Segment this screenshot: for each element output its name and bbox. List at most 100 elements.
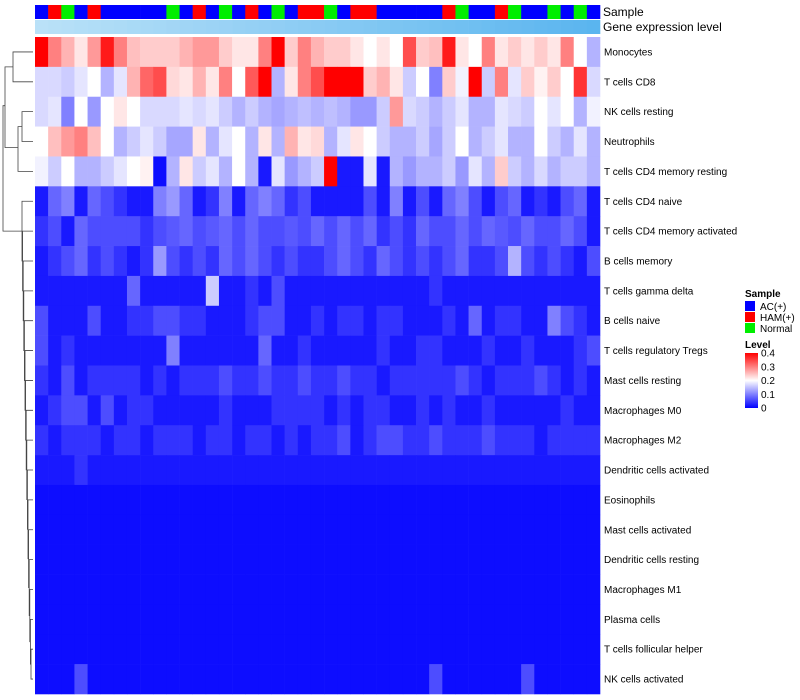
heatmap-cell — [468, 634, 483, 665]
heatmap-cell — [271, 484, 285, 516]
heatmap-cell — [218, 37, 233, 68]
heatmap-cell — [166, 186, 180, 217]
heatmap-cell — [363, 216, 377, 247]
heatmap-cell — [48, 455, 62, 486]
heatmap-cell — [35, 395, 49, 426]
level-tick-label: 0.1 — [761, 390, 775, 401]
heatmap-cell — [218, 305, 233, 336]
expression-cell — [376, 20, 391, 34]
heatmap-cell — [389, 365, 404, 396]
heatmap-cell — [416, 305, 430, 336]
heatmap-cell — [284, 96, 299, 127]
heatmap-cell — [494, 634, 509, 665]
heatmap-cell — [271, 395, 285, 426]
heatmap-cell — [113, 305, 128, 336]
heatmap-cell — [442, 126, 456, 157]
heatmap-cell — [113, 275, 128, 307]
heatmap-cell — [35, 186, 49, 217]
heatmap-cell — [258, 484, 272, 516]
heatmap-cell — [205, 514, 220, 545]
heatmap-cell — [48, 395, 62, 426]
heatmap-cell — [586, 574, 601, 605]
sample-cell — [179, 5, 193, 19]
heatmap-cell — [35, 335, 49, 366]
heatmap-cell — [100, 604, 115, 635]
sample-cell — [586, 5, 601, 19]
heatmap-cell — [521, 335, 535, 366]
heatmap-cell — [232, 574, 246, 605]
heatmap-cell — [337, 156, 351, 187]
heatmap-cell — [389, 275, 404, 307]
heatmap-cell — [350, 156, 364, 187]
heatmap-cell — [376, 66, 391, 98]
heatmap-cell — [363, 305, 377, 336]
heatmap-cell — [166, 216, 180, 247]
dendrogram-branch — [30, 648, 33, 680]
heatmap-cell — [232, 305, 246, 336]
heatmap-cell — [232, 37, 246, 68]
heatmap-cell — [337, 216, 351, 247]
heatmap-cell — [455, 365, 469, 396]
heatmap-cell — [534, 664, 548, 695]
heatmap-cell — [205, 275, 220, 307]
heatmap-cell — [481, 37, 496, 68]
heatmap-cell — [534, 96, 548, 127]
heatmap-cell — [337, 544, 351, 575]
heatmap-cell — [87, 395, 101, 426]
heatmap-cell — [140, 425, 154, 456]
heatmap-cell — [48, 305, 62, 336]
heatmap-cell — [376, 664, 391, 695]
heatmap-cell — [521, 216, 535, 247]
heatmap-cell — [74, 634, 88, 665]
heatmap-cell — [100, 484, 115, 516]
heatmap-cell — [350, 305, 364, 336]
heatmap-cell — [494, 37, 509, 68]
heatmap-cell — [521, 66, 535, 98]
heatmap-cell — [337, 335, 351, 366]
heatmap-cell — [192, 395, 207, 426]
heatmap-cell — [324, 604, 338, 635]
heatmap-cell — [153, 664, 167, 695]
heatmap-cell — [218, 66, 233, 98]
heatmap-cell — [310, 216, 325, 247]
heatmap-cell — [35, 514, 49, 545]
heatmap-cell — [402, 455, 417, 486]
heatmap-cell — [363, 275, 377, 307]
heatmap-cell — [560, 305, 575, 336]
heatmap-cell — [100, 37, 115, 68]
sample-cell — [416, 5, 430, 19]
heatmap-cell — [258, 96, 272, 127]
expression-cell — [494, 20, 509, 34]
heatmap-cell — [324, 574, 338, 605]
heatmap-cell — [376, 126, 391, 157]
heatmap-cell — [534, 455, 548, 486]
heatmap-cell — [350, 365, 364, 396]
heatmap-cell — [547, 395, 561, 426]
heatmap-cell — [350, 425, 364, 456]
heatmap-cell — [468, 37, 483, 68]
expression-cell — [389, 20, 404, 34]
heatmap-cell — [192, 365, 207, 396]
sample-annotation-bar — [35, 5, 601, 19]
heatmap-cell — [442, 514, 456, 545]
heatmap-cell — [179, 425, 193, 456]
heatmap-cell — [297, 37, 312, 68]
heatmap-cell — [87, 544, 101, 575]
heatmap-cell — [61, 216, 75, 247]
heatmap-cell — [113, 66, 128, 98]
heatmap-cell — [455, 37, 469, 68]
heatmap-cell — [258, 66, 272, 98]
heatmap-cell — [337, 275, 351, 307]
expression-annotation-bar — [35, 20, 601, 34]
heatmap-cell — [87, 126, 101, 157]
heatmap-cell — [284, 126, 299, 157]
heatmap-cell — [508, 335, 522, 366]
heatmap-cell — [218, 275, 233, 307]
level-tick-label: 0.3 — [761, 362, 775, 373]
heatmap-cell — [179, 96, 193, 127]
heatmap-cell — [74, 544, 88, 575]
heatmap-cell — [61, 634, 75, 665]
heatmap-cell — [258, 216, 272, 247]
expression-cell — [271, 20, 285, 34]
heatmap-cell — [166, 514, 180, 545]
